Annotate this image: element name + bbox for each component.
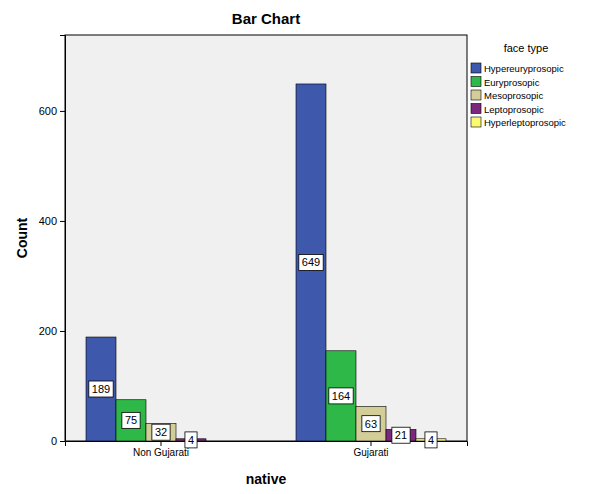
data-label: 164 <box>329 388 353 404</box>
data-label-text: 75 <box>125 414 137 426</box>
background <box>0 0 598 494</box>
y-tick-mark <box>60 441 65 442</box>
data-labels: 189 649 75 164 32 63 4 21 4 <box>89 254 437 447</box>
title: Bar Chart <box>232 10 300 27</box>
y-tick-mark <box>60 111 65 112</box>
data-label-text: 32 <box>155 426 167 438</box>
y-axis-line <box>60 36 66 442</box>
data-label-text: 649 <box>302 256 320 268</box>
x-tick-mark <box>161 441 162 446</box>
data-label: 63 <box>362 416 380 432</box>
bar <box>116 400 146 441</box>
y-tick: 600 <box>39 105 65 117</box>
data-label-text: 164 <box>332 390 350 402</box>
data-label-text: 4 <box>188 434 194 446</box>
x-tick-label: Non Gujarati <box>133 447 189 458</box>
legend-label: Leptoprosopic <box>484 104 544 115</box>
y-axis: 0 200 400 600 <box>39 36 66 448</box>
legend-swatch <box>471 90 481 100</box>
legend-swatch <box>471 117 481 127</box>
data-label-text: 189 <box>92 383 110 395</box>
bar <box>296 84 326 441</box>
y-tick-label: 600 <box>39 105 57 117</box>
plot: 0 200 400 600 Non Gujarati Gujarati 189 649 75 16… <box>39 35 468 458</box>
bar <box>86 337 116 441</box>
y-tick: 200 <box>39 325 65 337</box>
data-label-box <box>329 388 353 404</box>
data-label-box <box>425 432 437 448</box>
data-label: 189 <box>89 381 113 397</box>
y-tick-label: 400 <box>39 215 57 227</box>
data-label: 4 <box>185 432 197 448</box>
y-tick-label: 0 <box>51 435 57 447</box>
bar <box>356 406 386 441</box>
data-label-box <box>362 416 380 432</box>
bar <box>326 351 356 441</box>
plot-area <box>65 35 467 441</box>
legend: face type Hypereuryprosopic Euryprosopic Me… <box>471 42 566 128</box>
data-label-box <box>185 432 197 448</box>
data-label: 75 <box>122 412 140 428</box>
x-tick: Gujarati <box>353 441 388 458</box>
y-tick-mark <box>60 221 65 222</box>
legend-label: Euryprosopic <box>484 77 540 88</box>
x-tick-mark <box>370 441 371 446</box>
x-tick-label: Gujarati <box>353 447 388 458</box>
data-label-box <box>299 254 323 270</box>
legend-swatch <box>471 104 481 114</box>
y-tick: 0 <box>51 435 65 447</box>
data-label-box <box>122 412 140 428</box>
legend-label: Hyperleptoprosopic <box>484 117 566 128</box>
x-tick: Non Gujarati <box>133 441 189 458</box>
bar <box>146 423 176 441</box>
chart: 0 200 400 600 Non Gujarati Gujarati 189 649 75 16… <box>0 0 598 494</box>
data-label-box <box>89 381 113 397</box>
y-axis-title: Count <box>14 217 30 258</box>
data-label-box <box>392 427 410 443</box>
data-label: 4 <box>425 432 437 448</box>
y-tick-mark <box>60 331 65 332</box>
data-label-text: 63 <box>365 418 377 430</box>
data-label-text: 4 <box>428 434 434 446</box>
legend-swatch <box>471 77 481 87</box>
y-tick: 400 <box>39 215 65 227</box>
legend-title: face type <box>504 42 549 54</box>
data-label: 21 <box>392 427 410 443</box>
legend-swatch <box>471 63 481 73</box>
data-label: 32 <box>152 424 170 440</box>
y-tick-label: 200 <box>39 325 57 337</box>
bars <box>86 84 446 441</box>
data-label-text: 21 <box>395 429 407 441</box>
legend-label: Hypereuryprosopic <box>484 63 564 74</box>
data-label-box <box>152 424 170 440</box>
legend-label: Mesoprosopic <box>484 90 543 101</box>
data-label: 649 <box>299 254 323 270</box>
x-axis-title: native <box>246 471 287 487</box>
bar <box>386 429 416 441</box>
